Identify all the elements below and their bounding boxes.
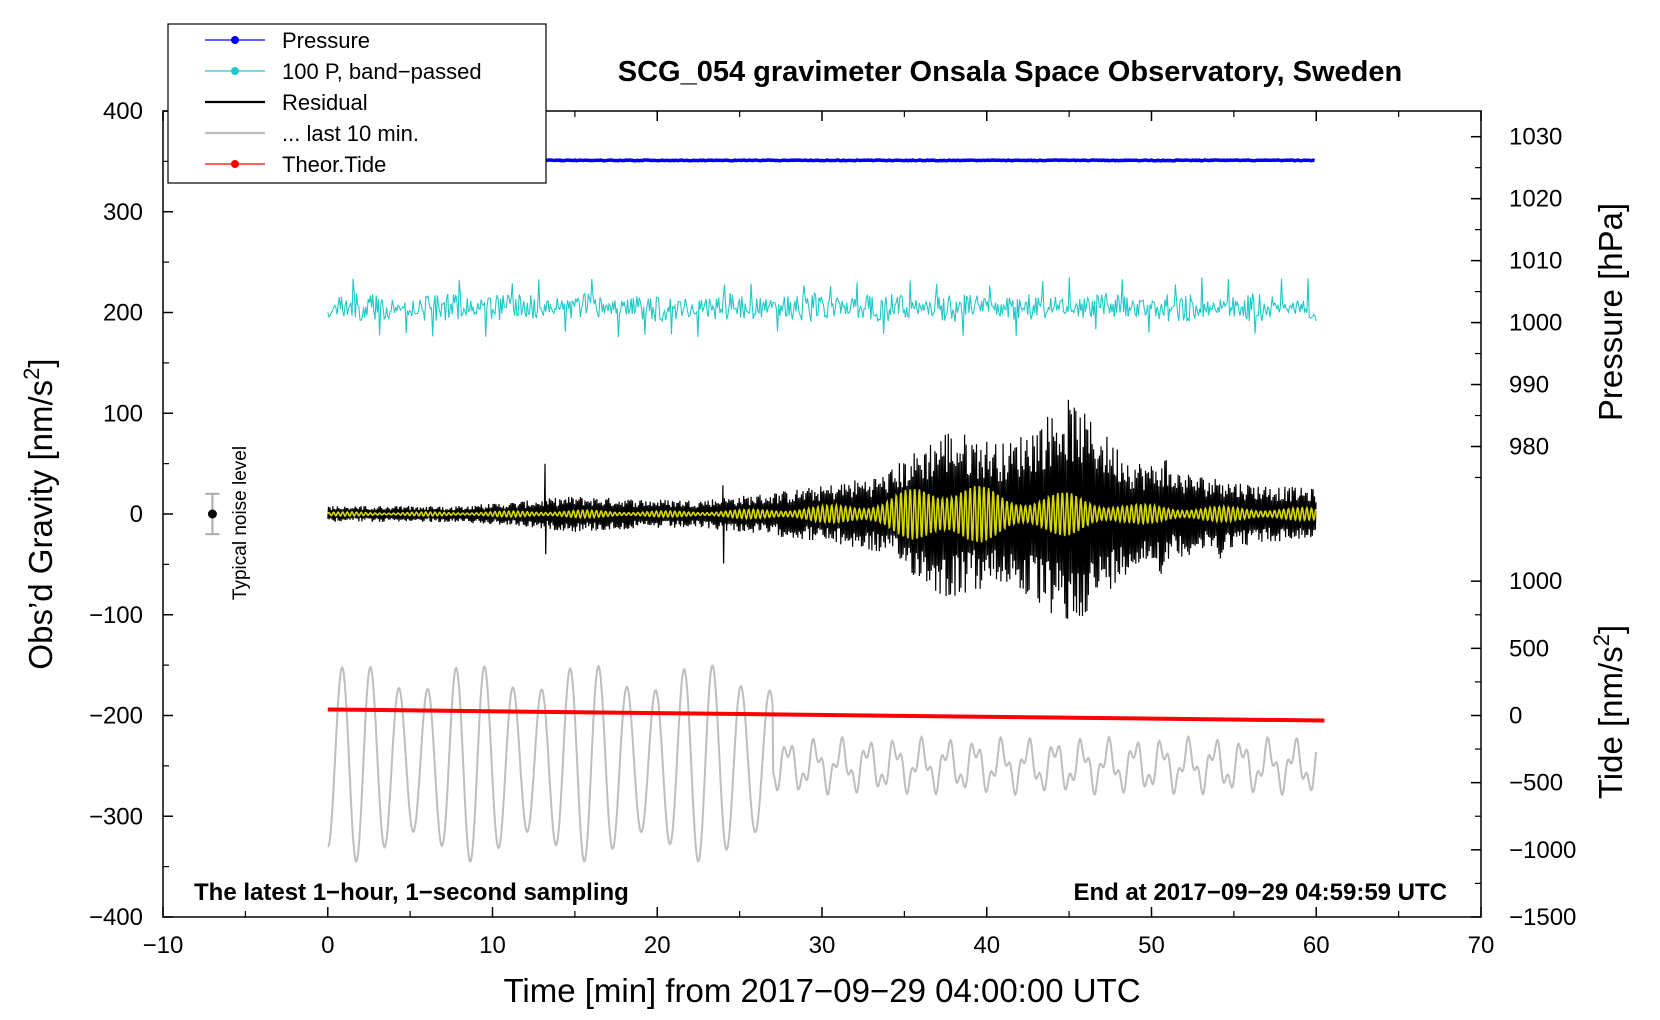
y-tick-label: 0: [130, 501, 143, 528]
y-tick-label: 300: [103, 199, 143, 226]
series-residual-filtered: [327, 485, 1317, 543]
legend-items: Pressure 100 P, band−passed Residual ... la…: [205, 28, 482, 177]
x-axis-label: Time [min] from 2017−09−29 04:00:00 UTC: [503, 972, 1140, 1009]
tide-axis-label-main: Tide [nm/s: [1592, 646, 1629, 799]
x-axis: −10 0 10 20 30 40 50 60 70: [143, 111, 1495, 959]
tide-axis-label-close: ]: [1592, 625, 1629, 634]
series-band-passed-pressure: [327, 277, 1317, 338]
x-tick-label: 0: [321, 932, 334, 959]
tide-axis-label: Tide [nm/s2]: [1589, 625, 1629, 799]
y-axis-pressure: 980 990 1000 1010 1020 1030: [1471, 124, 1562, 479]
legend-box: [167, 23, 547, 184]
x-tick-label: −10: [143, 932, 184, 959]
tide-tick-label: −500: [1509, 770, 1563, 797]
pressure-tick-label: 1020: [1509, 186, 1562, 213]
y-tick-label: −400: [89, 904, 143, 931]
pressure-tick-label: 980: [1509, 433, 1549, 460]
annotation-sampling: The latest 1−hour, 1−second sampling: [194, 879, 629, 906]
pressure-tick-label: 1000: [1509, 310, 1562, 337]
annotation-end-time: End at 2017−09−29 04:59:59 UTC: [1073, 879, 1447, 906]
series-layer: [327, 158, 1325, 864]
y-tick-label: −200: [89, 703, 143, 730]
x-tick-label: 60: [1303, 932, 1330, 959]
y-axis-tide: −1500 −1000 −500 0 500 1000: [1471, 568, 1576, 931]
pressure-tick-label: 1030: [1509, 124, 1562, 151]
series-last-10-min: [327, 664, 1318, 864]
y-axis-label-main: Obs’d Gravity [nm/s: [22, 380, 59, 670]
y-tick-label: 100: [103, 400, 143, 427]
tide-tick-label: −1500: [1509, 904, 1576, 931]
pressure-tick-label: 990: [1509, 372, 1549, 399]
x-tick-label: 50: [1138, 932, 1165, 959]
noise-level-indicator: [205, 492, 220, 536]
tide-axis-label-sup: 2: [1589, 634, 1614, 646]
x-tick-label: 40: [973, 932, 1000, 959]
legend-marker: [231, 160, 239, 168]
legend-label: ... last 10 min.: [282, 121, 419, 146]
tide-tick-label: 0: [1509, 703, 1522, 730]
y-tick-label: −100: [89, 602, 143, 629]
chart-title: SCG_054 gravimeter Onsala Space Observat…: [618, 56, 1402, 88]
y-axis-label-close: ]: [22, 358, 59, 367]
x-tick-label: 10: [479, 932, 506, 959]
x-tick-label: 20: [644, 932, 671, 959]
pressure-axis-label: Pressure [hPa]: [1592, 203, 1629, 421]
y-axis-label-sup: 2: [19, 368, 44, 380]
tide-tick-label: 500: [1509, 635, 1549, 662]
x-tick-label: 70: [1468, 932, 1495, 959]
tide-tick-label: −1000: [1509, 837, 1576, 864]
y-axis-label: Obs’d Gravity [nm/s2]: [19, 358, 59, 669]
legend-marker: [231, 36, 239, 44]
legend-label: Pressure: [282, 28, 370, 53]
legend-marker: [231, 67, 239, 75]
y-tick-label: −300: [89, 803, 143, 830]
y-axis-gravity: −400 −300 −200 −100 0 100 200 300 400: [89, 98, 173, 931]
series-theoretical-tide: [327, 707, 1325, 723]
legend-label: Theor.Tide: [282, 152, 386, 177]
tide-tick-label: 1000: [1509, 568, 1562, 595]
legend-label: Residual: [282, 90, 368, 115]
noise-level-label: Typical noise level: [230, 446, 251, 600]
y-tick-label: 200: [103, 300, 143, 327]
noise-bar-center-dot: [207, 509, 217, 519]
legend: Pressure 100 P, band−passed Residual ... la…: [167, 23, 547, 184]
y-tick-label: 400: [103, 98, 143, 125]
legend-label: 100 P, band−passed: [282, 59, 482, 84]
x-tick-label: 30: [809, 932, 836, 959]
pressure-tick-label: 1010: [1509, 248, 1562, 275]
